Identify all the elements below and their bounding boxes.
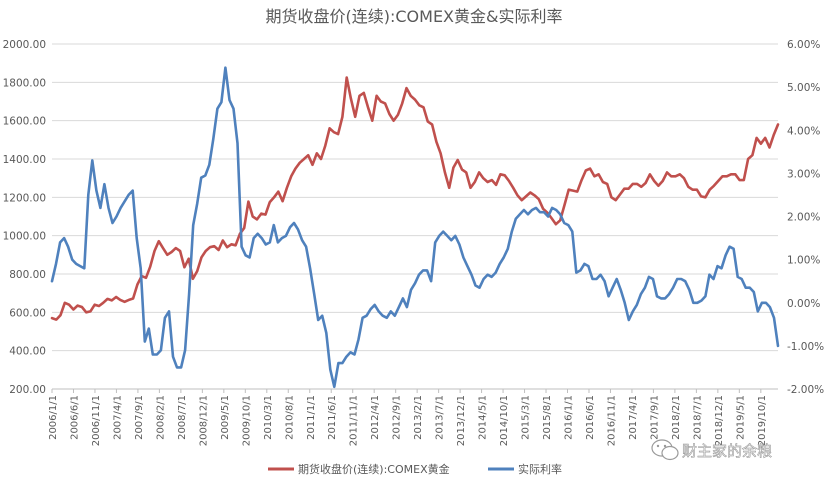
right-tick-label: 1.00% [787, 255, 820, 267]
series-line-real-rate [50, 66, 780, 389]
x-tick-label: 2011/1/1 [306, 395, 317, 440]
legend-item-real-rate: 实际利率 [488, 462, 562, 476]
x-tick-label: 2006/6/1 [69, 395, 80, 440]
x-tick-label: 2013/7/1 [435, 395, 446, 440]
left-tick-label: 800.00 [9, 269, 46, 281]
x-tick-label: 2009/5/1 [220, 395, 231, 440]
x-tick-label: 2015/8/1 [542, 395, 553, 440]
x-tick-label: 2018/12/1 [714, 395, 725, 446]
x-tick-label: 2011/6/1 [327, 395, 338, 440]
x-tick-label: 2014/5/1 [478, 395, 489, 440]
x-tick-label: 2014/10/1 [499, 395, 510, 446]
x-tick-label: 2008/7/1 [177, 395, 188, 440]
x-tick-label: 2017/4/1 [628, 395, 639, 440]
x-tick-label: 2015/3/1 [521, 395, 532, 440]
x-tick-label: 2012/4/1 [370, 395, 381, 440]
right-tick-label: 6.00% [787, 39, 820, 51]
gridlines [52, 43, 778, 352]
left-tick-label: 1400.00 [3, 154, 46, 166]
x-tick-label: 2010/3/1 [263, 395, 274, 440]
x-tick-label: 2007/4/1 [112, 395, 123, 440]
plot-area [50, 66, 780, 389]
x-tick-label: 2019/10/1 [757, 395, 768, 446]
x-tick-label: 2012/9/1 [392, 395, 403, 440]
left-tick-label: 2000.00 [3, 39, 46, 51]
x-tick-label: 2018/2/1 [671, 395, 682, 440]
x-tick-label: 2016/6/1 [585, 395, 596, 440]
right-tick-label: -2.00% [787, 384, 824, 396]
legend-label-gold: 期货收盘价(连续):COMEX黄金 [298, 462, 450, 476]
x-tick-label: 2007/9/1 [134, 395, 145, 440]
x-tick-label: 2008/2/1 [155, 395, 166, 440]
right-tick-label: 0.00% [787, 298, 820, 310]
x-tick-label: 2018/7/1 [692, 395, 703, 440]
x-tick-label: 2006/1/1 [48, 395, 59, 440]
legend-item-gold: 期货收盘价(连续):COMEX黄金 [268, 462, 450, 476]
left-axis: 200.00 400.00 600.00 800.00 1000.00 1200.00 14… [3, 39, 46, 396]
left-tick-label: 1200.00 [3, 192, 46, 204]
x-tick-label: 2016/11/1 [606, 395, 617, 446]
x-tick-label: 2011/11/1 [349, 395, 360, 446]
left-tick-label: 600.00 [9, 307, 46, 319]
x-tick-label: 2019/5/1 [735, 395, 746, 440]
right-tick-label: 5.00% [787, 82, 820, 94]
right-tick-label: 3.00% [787, 168, 820, 180]
watermark-text: 财主家的余粮 [682, 442, 772, 460]
right-tick-label: -1.00% [787, 341, 824, 353]
x-axis: 2006/1/1 2006/6/1 2006/11/1 2007/4/1 2007/9/… [48, 389, 768, 446]
right-tick-label: 4.00% [787, 125, 820, 137]
left-tick-label: 1600.00 [3, 116, 46, 128]
watermark: 财主家的余粮 [651, 439, 772, 461]
x-tick-label: 2008/12/1 [198, 395, 209, 446]
wechat-icon [651, 439, 679, 461]
left-tick-label: 400.00 [9, 346, 46, 358]
legend: 期货收盘价(连续):COMEX黄金 实际利率 [268, 462, 562, 476]
x-tick-label: 2016/1/1 [564, 395, 575, 440]
right-tick-label: 2.00% [787, 212, 820, 224]
series-line-gold [50, 76, 780, 321]
x-tick-label: 2017/9/1 [649, 395, 660, 440]
legend-label-real-rate: 实际利率 [518, 462, 562, 476]
left-tick-label: 1800.00 [3, 77, 46, 89]
x-tick-label: 2006/11/1 [91, 395, 102, 446]
left-tick-label: 1000.00 [3, 231, 46, 243]
chart-title: 期货收盘价(连续):COMEX黄金&实际利率 [266, 7, 563, 26]
left-tick-label: 200.00 [9, 384, 46, 396]
x-tick-label: 2013/2/1 [413, 395, 424, 440]
right-axis: -2.00% -1.00% 0.00% 1.00% 2.00% 3.00% 4.00% 5.0… [787, 39, 824, 396]
x-tick-label: 2009/10/1 [241, 395, 252, 446]
x-tick-label: 2013/12/1 [456, 395, 467, 446]
x-tick-label: 2010/8/1 [284, 395, 295, 440]
